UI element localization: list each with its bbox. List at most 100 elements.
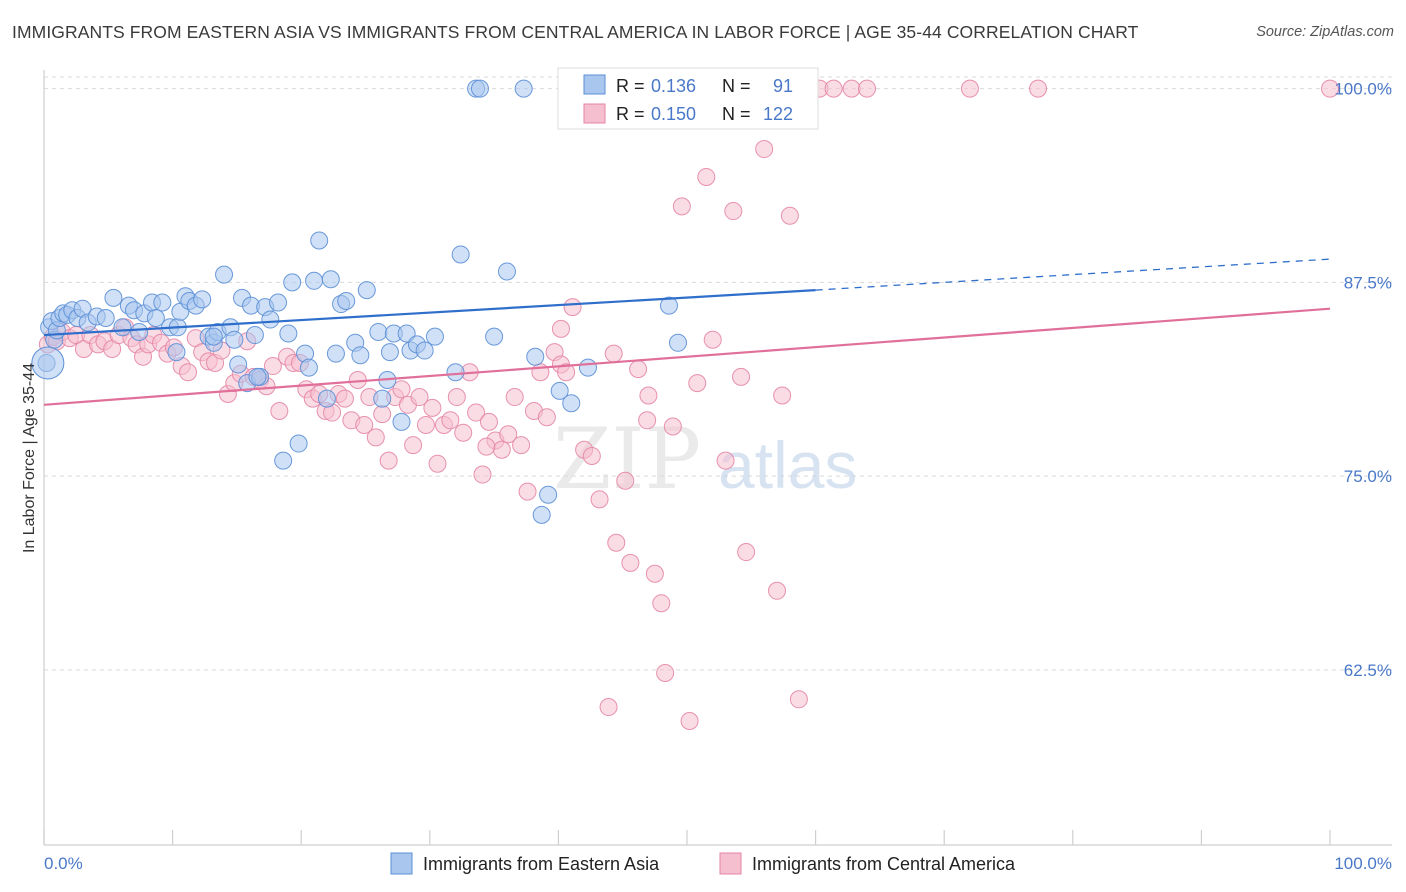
data-point-eastern-asia [380,343,399,362]
data-point-eastern-asia [215,265,234,284]
watermark-atlas: atlas [718,428,857,502]
data-point-eastern-asia [357,281,376,300]
data-point-central-america [789,690,808,709]
data-point-central-america [604,344,623,363]
legend-label-central-america: Immigrants from Central America [752,854,1016,874]
data-point-eastern-asia [532,505,551,524]
data-point-central-america [663,417,682,436]
data-point-central-america [1029,79,1048,98]
series-central-america-points [38,79,1339,730]
data-point-eastern-asia [326,344,345,363]
data-point-central-america [582,446,601,465]
data-point-eastern-asia [153,293,172,312]
data-point-central-america [467,403,486,422]
chart-title: IMMIGRANTS FROM EASTERN ASIA VS IMMIGRAN… [12,22,1139,42]
stats-n-label-1: N = [722,76,751,96]
data-point-central-america [373,405,392,424]
data-point-eastern-asia [451,245,470,264]
data-point-central-america [441,411,460,430]
data-point-central-america [680,712,699,730]
data-point-central-america [858,79,877,98]
data-point-eastern-asia [514,79,533,98]
data-point-central-america [551,319,570,338]
data-point-central-america [518,482,537,501]
data-point-eastern-asia [497,262,516,281]
data-point-central-america [652,594,671,613]
data-point-central-america [629,360,648,379]
data-point-central-america [773,386,792,405]
x-tick-label-max: 100.0% [1334,854,1392,873]
legend-swatch-eastern-asia [390,852,413,875]
legend: Immigrants from Eastern Asia Immigrants … [390,852,1016,875]
data-point-eastern-asia [274,451,293,470]
data-point-central-america [392,380,411,399]
data-point-central-america [428,454,447,473]
trend-lines [43,258,1331,406]
data-point-central-america [270,402,289,420]
stats-r-value-2: 0.150 [651,104,696,124]
data-point-eastern-asia [229,355,248,374]
y-axis-label: In Labor Force | Age 35-44 [21,363,38,553]
trend-line-eastern-asia [43,289,816,337]
data-point-central-america [512,436,531,455]
data-point-eastern-asia [562,394,581,413]
data-point-eastern-asia [305,271,324,290]
data-point-central-america [616,471,635,490]
data-point-eastern-asia [269,293,288,312]
legend-label-eastern-asia: Immigrants from Eastern Asia [423,854,660,874]
data-point-central-america [335,389,354,408]
data-point-central-america [1321,79,1339,98]
data-point-eastern-asia [668,333,687,352]
data-point-central-america [688,374,707,393]
data-point-eastern-asia [337,291,356,310]
data-point-central-america [599,698,618,717]
y-tick-label: 62.5% [1344,661,1392,680]
data-point-eastern-asia [245,326,264,345]
data-point-central-america [263,357,282,376]
data-point-eastern-asia [310,231,329,250]
data-point-central-america [639,386,658,405]
watermark: ZIP atlas [553,410,857,508]
data-point-central-america [447,388,466,407]
data-point-eastern-asia [485,327,504,346]
data-point-central-america [590,490,609,509]
data-point-central-america [703,330,722,349]
y-tick-labels: 62.5% 75.0% 87.5% 100.0% [1334,80,1392,680]
data-point-eastern-asia [113,318,132,337]
data-point-eastern-asia [289,434,308,453]
stats-r-label-1: R = [616,76,645,96]
data-point-eastern-asia [446,363,465,382]
data-point-eastern-asia [96,309,115,327]
data-point-central-america [379,451,398,470]
data-point-central-america [842,79,861,98]
data-point-eastern-asia [317,389,336,408]
data-point-central-america [557,363,576,382]
data-point-eastern-asia [373,389,392,408]
data-point-central-america [656,663,675,682]
data-point-central-america [479,412,498,431]
data-point-central-america [179,363,198,382]
x-tick-label-min: 0.0% [44,854,83,873]
data-point-eastern-asia [279,324,298,343]
y-tick-label: 100.0% [1334,80,1392,99]
y-tick-label: 75.0% [1344,467,1392,486]
data-point-central-america [366,428,385,447]
data-point-central-america [732,367,751,386]
axes [43,70,1392,846]
data-point-central-america [716,451,735,470]
data-point-central-america [473,465,492,484]
data-point-eastern-asia [526,347,545,366]
data-point-eastern-asia [104,288,123,307]
data-point-eastern-asia [193,290,212,309]
trend-line-central-america [43,307,1331,406]
data-point-eastern-asia [225,330,244,349]
data-point-central-america [410,388,429,407]
data-point-central-america [423,398,442,417]
stats-r-value-1: 0.136 [651,76,696,96]
data-point-central-america [416,415,435,434]
y-tick-label: 87.5% [1344,273,1392,292]
data-point-central-america [755,140,774,159]
stats-box: R = 0.136 N = 91 R = 0.150 N = 122 [557,67,819,130]
data-point-central-america [537,408,556,427]
